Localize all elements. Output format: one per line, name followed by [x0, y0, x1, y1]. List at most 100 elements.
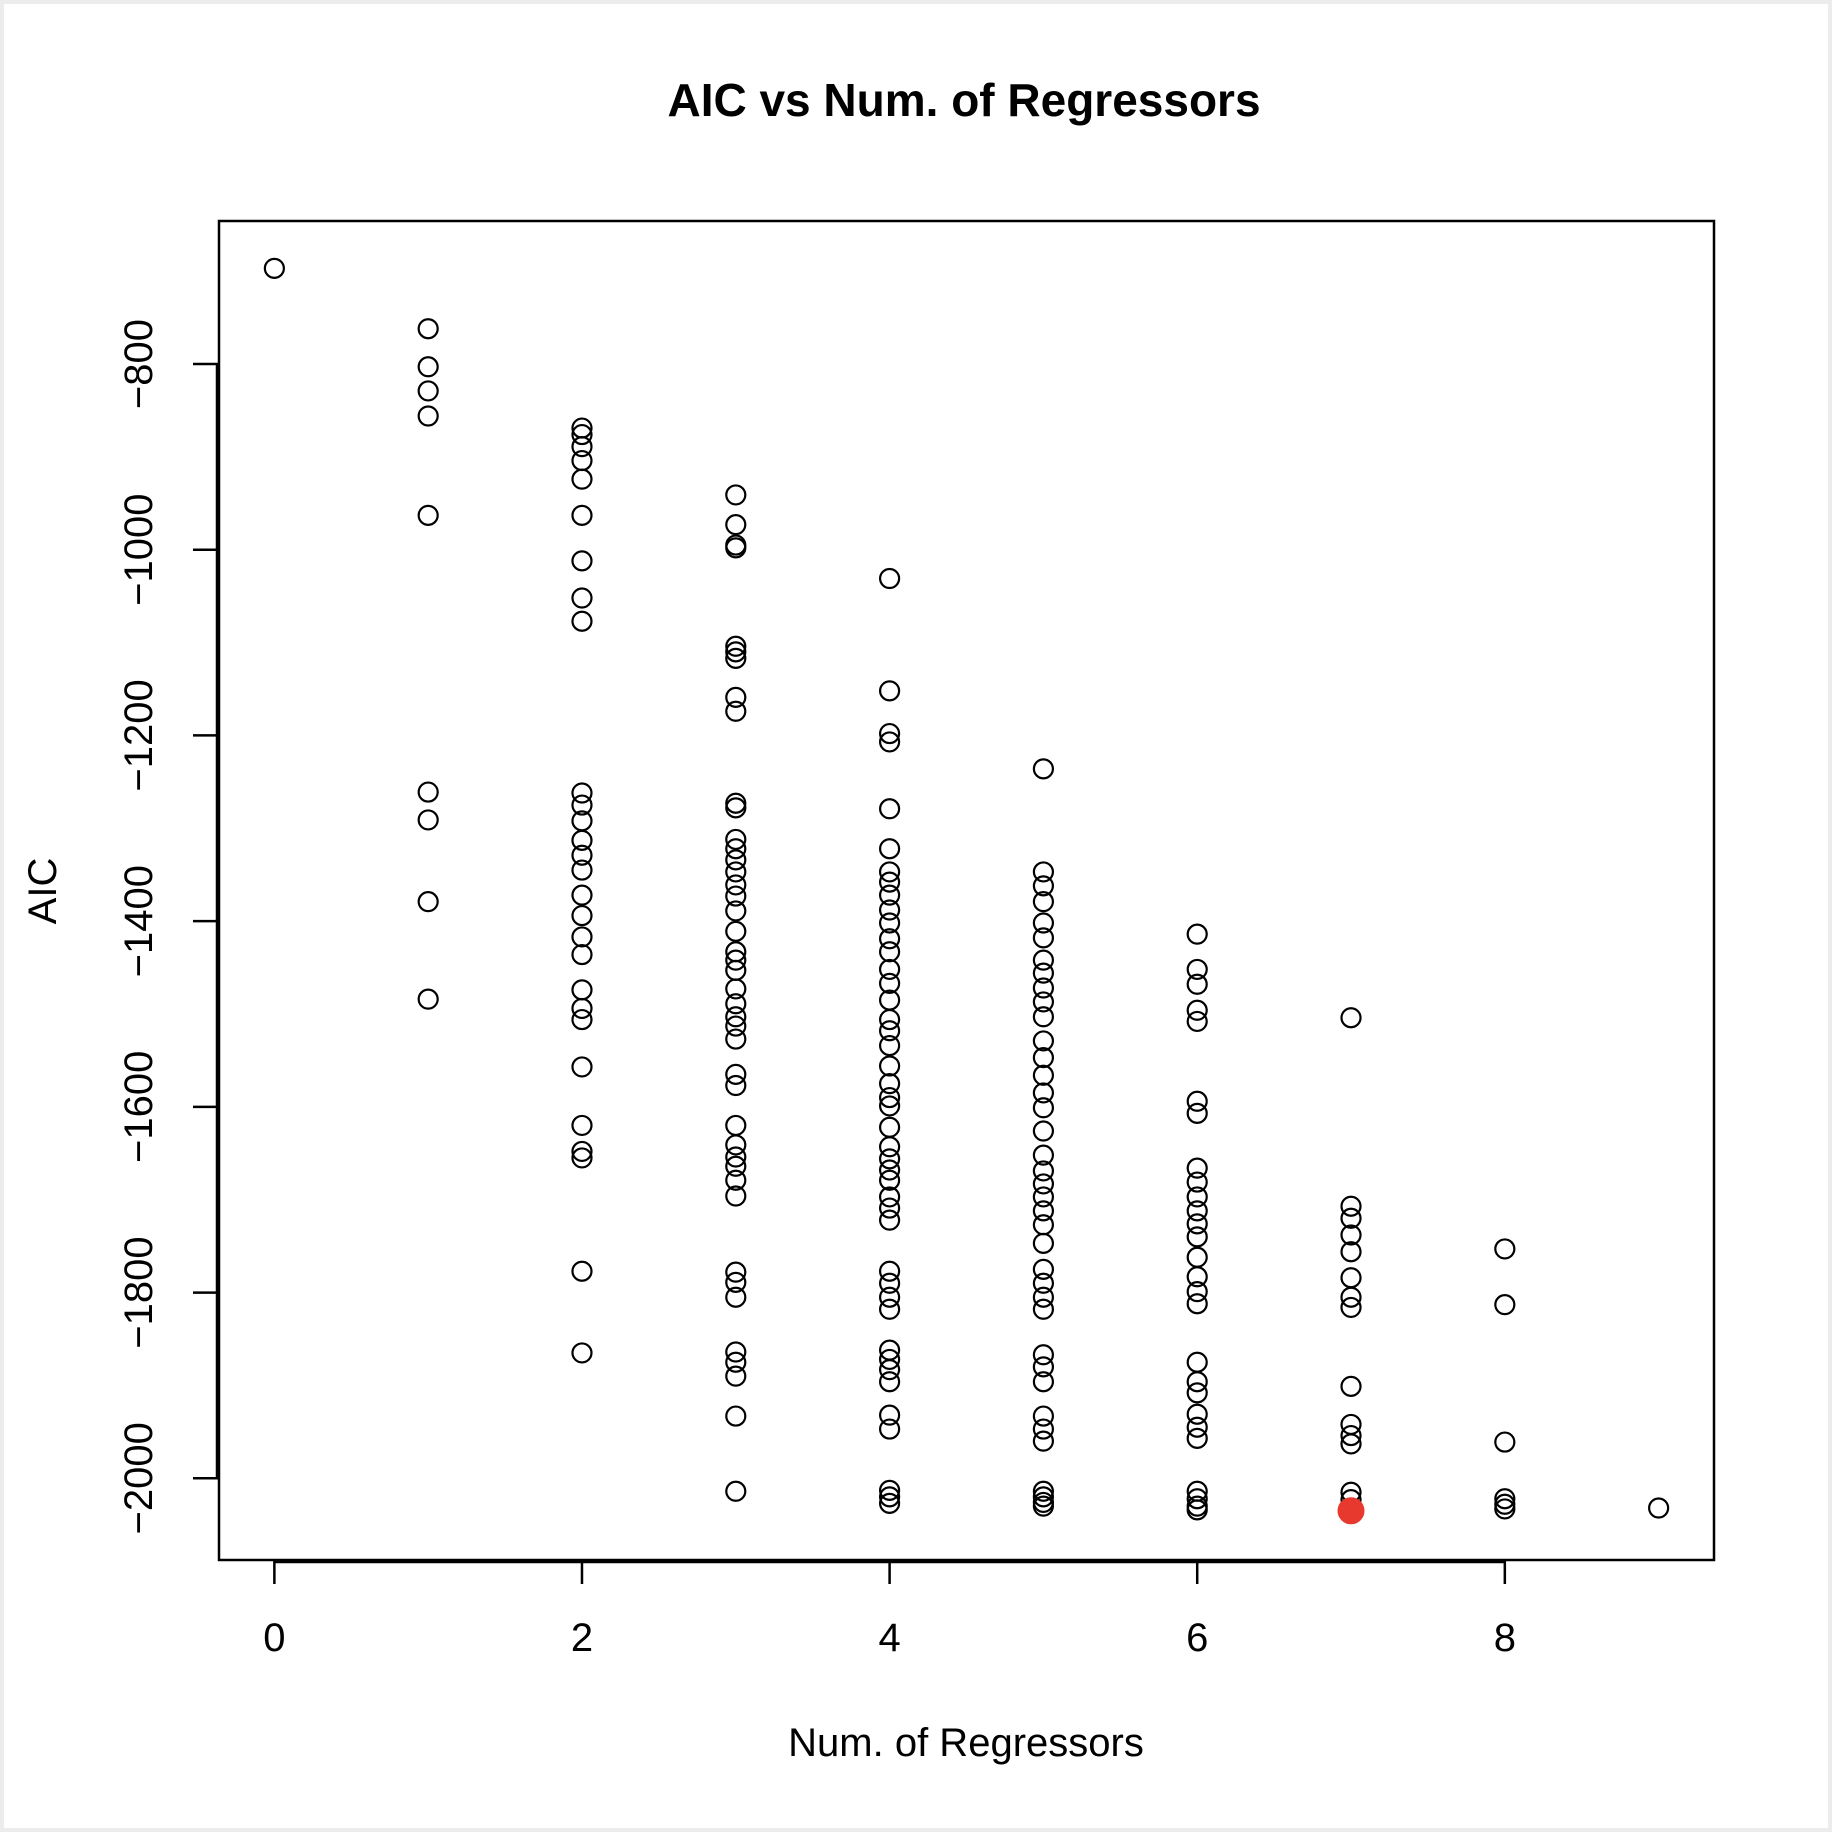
data-point: [571, 550, 593, 572]
data-point: [1032, 1160, 1055, 1182]
data-point: [571, 1056, 593, 1078]
data-point: [878, 1479, 901, 1501]
data-point: [1032, 861, 1055, 883]
data-point: [571, 468, 593, 490]
data-point: [263, 257, 285, 279]
data-point: [878, 1008, 901, 1031]
data-point: [571, 1114, 593, 1137]
data-point: [1186, 1382, 1208, 1404]
data-point: [1340, 1207, 1362, 1229]
y-tick-label: −1600: [117, 1051, 161, 1163]
data-point: [571, 1260, 593, 1282]
data-point: [725, 1169, 747, 1191]
x-tick-label: 2: [571, 1616, 593, 1660]
data-point: [725, 1028, 747, 1050]
data-point: [725, 635, 747, 657]
data-point: [878, 1197, 901, 1219]
data-point: [1032, 1186, 1055, 1208]
data-point: [417, 891, 439, 913]
data-point: [878, 731, 901, 753]
data-point: [1032, 1030, 1055, 1052]
y-tick-label: −1000: [117, 494, 161, 606]
data-point: [417, 809, 439, 831]
data-point: [571, 844, 593, 866]
data-point: [1186, 999, 1208, 1021]
data-point: [725, 1134, 747, 1156]
data-point: [1186, 1416, 1208, 1438]
data-point: [878, 1034, 901, 1057]
data-point: [725, 797, 747, 819]
data-points: [263, 257, 1670, 1525]
data-point: [1032, 1006, 1055, 1028]
data-point: [417, 988, 439, 1010]
data-point: [417, 380, 439, 402]
data-point: [1340, 1424, 1362, 1447]
data-point: [1032, 949, 1055, 971]
data-point: [417, 356, 439, 378]
x-axis-label: Num. of Regressors: [788, 1721, 1144, 1765]
data-point: [571, 1008, 593, 1031]
data-point: [725, 1365, 747, 1387]
data-point: [878, 871, 901, 893]
data-point: [1186, 1246, 1208, 1268]
data-point: [1340, 1007, 1362, 1029]
data-point: [878, 1169, 901, 1191]
data-point: [878, 1286, 901, 1308]
data-point: [725, 849, 747, 871]
data-point: [1340, 1241, 1362, 1263]
data-point: [878, 1404, 901, 1426]
figure-frame: AIC vs Num. of Regressors 0 2 4 6 8 −800 −100…: [4, 4, 1828, 1828]
data-point: [725, 1261, 747, 1283]
data-point: [1032, 1232, 1055, 1254]
data-point: [1032, 1120, 1055, 1142]
data-point: [417, 781, 439, 803]
data-point: [878, 1371, 901, 1393]
data-point: [878, 1136, 901, 1158]
data-point: [1032, 875, 1055, 897]
data-point: [417, 405, 439, 427]
data-point: [725, 941, 747, 963]
data-point: [1186, 1102, 1208, 1124]
chart-title: AIC vs Num. of Regressors: [667, 74, 1260, 126]
data-point: [1032, 991, 1055, 1013]
data-point: [1186, 1403, 1208, 1425]
data-point: [1032, 912, 1055, 934]
data-point: [725, 828, 747, 851]
data-point: [725, 1155, 747, 1177]
data-point: [725, 1185, 747, 1207]
data-point: [417, 318, 439, 340]
data-point: [1032, 962, 1055, 984]
data-point: [1494, 1498, 1516, 1520]
data-point: [725, 1006, 747, 1028]
data-point: [878, 1272, 901, 1294]
y-tick-label: −2000: [117, 1422, 161, 1534]
data-point: [1186, 1186, 1208, 1208]
data-point: [725, 1146, 747, 1168]
data-point: [878, 722, 901, 745]
data-point: [1186, 1213, 1208, 1235]
data-point: [725, 700, 747, 722]
data-point: [878, 958, 901, 981]
y-tick-label: −1800: [117, 1236, 161, 1348]
data-point: [878, 1298, 901, 1320]
data-point: [1032, 1047, 1055, 1069]
data-point: [725, 1271, 747, 1293]
data-point: [878, 884, 901, 906]
data-point: [1186, 1157, 1208, 1179]
data-point: [878, 972, 901, 994]
data-point: [1494, 1294, 1516, 1316]
data-point: [878, 1260, 901, 1282]
data-point: [417, 504, 439, 526]
data-point: [1032, 1344, 1055, 1366]
data-point: [878, 1492, 901, 1514]
data-point: [571, 504, 593, 526]
data-point: [878, 1116, 901, 1138]
data-point: [725, 978, 747, 1000]
highlight-point: [1337, 1497, 1365, 1525]
data-point: [725, 641, 747, 663]
data-point: [725, 900, 747, 922]
data-point: [725, 1286, 747, 1308]
data-point: [1032, 891, 1055, 913]
x-axis: 0 2 4 6 8: [263, 1560, 1516, 1660]
data-point: [1340, 1286, 1362, 1308]
